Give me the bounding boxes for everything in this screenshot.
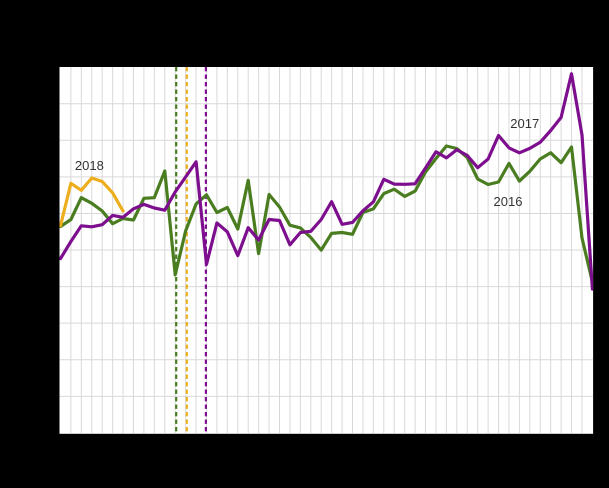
svg-text:2016: 2016 — [494, 194, 523, 209]
svg-text:2017: 2017 — [510, 116, 539, 131]
svg-text:2018: 2018 — [75, 158, 104, 173]
